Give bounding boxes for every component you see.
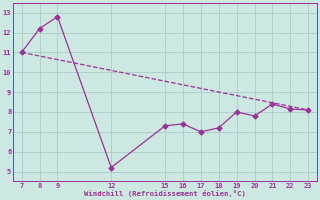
X-axis label: Windchill (Refroidissement éolien,°C): Windchill (Refroidissement éolien,°C) [84, 190, 246, 197]
